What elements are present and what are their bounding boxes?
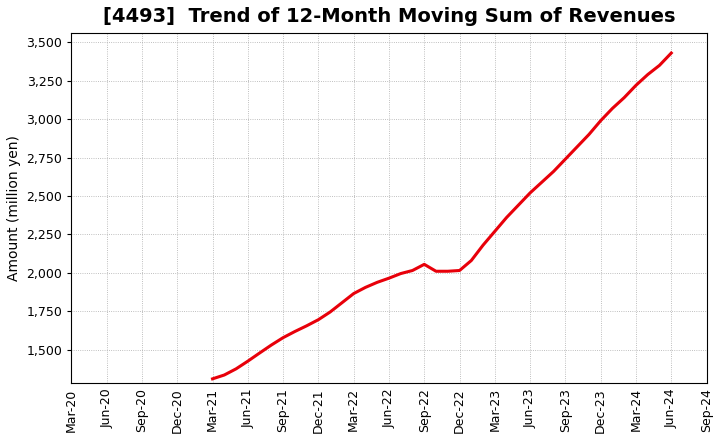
- Title: [4493]  Trend of 12-Month Moving Sum of Revenues: [4493] Trend of 12-Month Moving Sum of R…: [103, 7, 675, 26]
- Y-axis label: Amount (million yen): Amount (million yen): [7, 136, 21, 281]
